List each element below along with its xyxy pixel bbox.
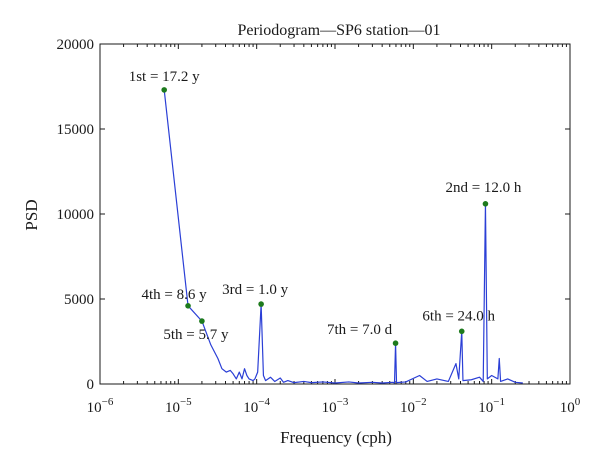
peak-labels: 1st = 17.2 y 2nd = 12.0 h 3rd = 1.0 y 4th =… [129,69,522,343]
psd-series-line [163,89,523,384]
x-tick-label: 10−4 [243,396,270,416]
x-tick-label: 100 [560,396,581,416]
y-tick-label: 15000 [57,122,95,138]
x-tick-label: 10−6 [87,396,114,416]
x-tick-base: 10 [322,400,337,416]
peak-label: 5th = 5.7 y [163,327,229,343]
y-tick-label: 20000 [57,37,95,53]
x-tick-exponent: −1 [493,396,505,408]
y-axis-title: PSD [22,199,41,230]
x-tick-exponent: −4 [258,396,270,408]
peak-label: 2nd = 12.0 h [445,180,521,196]
series-layer [163,89,523,384]
peak-marker [199,318,205,324]
chart-title: Periodogram—SP6 station—01 [237,22,440,39]
x-tick-exponent: −2 [415,396,427,408]
peak-label: 7th = 7.0 d [327,322,393,338]
peak-marker [161,87,167,93]
x-tick-base: 10 [400,400,415,416]
peak-marker [258,301,264,307]
y-tick-label: 5000 [64,292,94,308]
x-axis-title: Frequency (cph) [280,428,392,447]
peak-marker [392,340,399,347]
x-tick-label: 10−2 [400,396,427,416]
x-tick-base: 10 [560,400,575,416]
x-tick-exponent: −6 [102,396,114,408]
x-tick-label: 10−5 [165,396,192,416]
x-tick-base: 10 [165,400,180,416]
x-tick-base: 10 [87,400,102,416]
peak-marker [458,328,465,335]
x-tick-exponent: 0 [575,396,581,408]
peak-label: 4th = 8.6 y [141,287,207,303]
y-axis-ticks: 0 5000 10000 15000 20000 [57,37,570,393]
x-tick-label: 10−1 [478,396,505,416]
x-tick-exponent: −5 [180,396,192,408]
x-axis-ticks: 10−6 10−5 10−4 10−3 10−2 10−1 100 [87,44,581,416]
peak-label: 3rd = 1.0 y [222,282,288,298]
peak-marker [185,303,191,309]
y-tick-label: 0 [87,377,95,393]
peak-label: 6th = 24.0 h [422,308,495,324]
x-tick-label: 10−3 [322,396,349,416]
peak-marker [482,201,489,207]
y-tick-label: 10000 [57,207,95,223]
x-tick-base: 10 [243,400,258,416]
x-tick-base: 10 [478,400,493,416]
peak-markers [161,87,489,347]
peak-label: 1st = 17.2 y [129,69,200,85]
x-tick-exponent: −3 [337,396,349,408]
